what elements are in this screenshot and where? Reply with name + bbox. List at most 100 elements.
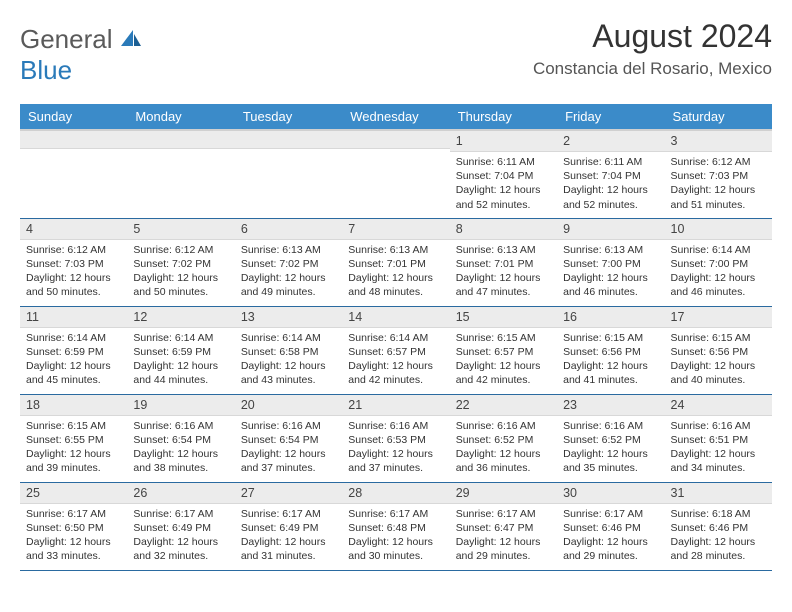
weekday-header: Monday bbox=[127, 104, 234, 130]
day-data: Sunrise: 6:15 AMSunset: 6:56 PMDaylight:… bbox=[665, 328, 772, 393]
day-cell: 28Sunrise: 6:17 AMSunset: 6:48 PMDayligh… bbox=[342, 482, 449, 570]
sunrise-text: Sunrise: 6:15 AM bbox=[563, 331, 658, 345]
day-data: Sunrise: 6:12 AMSunset: 7:03 PMDaylight:… bbox=[665, 152, 772, 217]
daylight-text: Daylight: 12 hours and 50 minutes. bbox=[133, 271, 228, 299]
day-number: 9 bbox=[557, 219, 664, 240]
daylight-text: Daylight: 12 hours and 45 minutes. bbox=[26, 359, 121, 387]
sunrise-text: Sunrise: 6:15 AM bbox=[456, 331, 551, 345]
day-number: 26 bbox=[127, 483, 234, 504]
month-title: August 2024 bbox=[533, 18, 772, 55]
day-data: Sunrise: 6:14 AMSunset: 6:58 PMDaylight:… bbox=[235, 328, 342, 393]
day-cell: 27Sunrise: 6:17 AMSunset: 6:49 PMDayligh… bbox=[235, 482, 342, 570]
sunset-text: Sunset: 6:52 PM bbox=[456, 433, 551, 447]
day-data: Sunrise: 6:14 AMSunset: 6:59 PMDaylight:… bbox=[20, 328, 127, 393]
day-data: Sunrise: 6:17 AMSunset: 6:47 PMDaylight:… bbox=[450, 504, 557, 569]
day-cell: 17Sunrise: 6:15 AMSunset: 6:56 PMDayligh… bbox=[665, 306, 772, 394]
table-row: 25Sunrise: 6:17 AMSunset: 6:50 PMDayligh… bbox=[20, 482, 772, 570]
daylight-text: Daylight: 12 hours and 49 minutes. bbox=[241, 271, 336, 299]
sunset-text: Sunset: 6:54 PM bbox=[241, 433, 336, 447]
sunrise-text: Sunrise: 6:15 AM bbox=[26, 419, 121, 433]
sunrise-text: Sunrise: 6:17 AM bbox=[563, 507, 658, 521]
daylight-text: Daylight: 12 hours and 42 minutes. bbox=[456, 359, 551, 387]
day-data: Sunrise: 6:14 AMSunset: 7:00 PMDaylight:… bbox=[665, 240, 772, 305]
day-number: 1 bbox=[450, 131, 557, 152]
sunset-text: Sunset: 7:01 PM bbox=[348, 257, 443, 271]
day-number: 25 bbox=[20, 483, 127, 504]
sunrise-text: Sunrise: 6:14 AM bbox=[671, 243, 766, 257]
day-data: Sunrise: 6:13 AMSunset: 7:01 PMDaylight:… bbox=[450, 240, 557, 305]
day-cell: 21Sunrise: 6:16 AMSunset: 6:53 PMDayligh… bbox=[342, 394, 449, 482]
day-number: 18 bbox=[20, 395, 127, 416]
sunset-text: Sunset: 6:49 PM bbox=[133, 521, 228, 535]
day-cell: 10Sunrise: 6:14 AMSunset: 7:00 PMDayligh… bbox=[665, 218, 772, 306]
day-cell: 22Sunrise: 6:16 AMSunset: 6:52 PMDayligh… bbox=[450, 394, 557, 482]
day-cell: 3Sunrise: 6:12 AMSunset: 7:03 PMDaylight… bbox=[665, 130, 772, 218]
day-cell: 18Sunrise: 6:15 AMSunset: 6:55 PMDayligh… bbox=[20, 394, 127, 482]
daylight-text: Daylight: 12 hours and 42 minutes. bbox=[348, 359, 443, 387]
sunrise-text: Sunrise: 6:11 AM bbox=[456, 155, 551, 169]
day-number: 2 bbox=[557, 131, 664, 152]
sunrise-text: Sunrise: 6:13 AM bbox=[241, 243, 336, 257]
day-data: Sunrise: 6:13 AMSunset: 7:01 PMDaylight:… bbox=[342, 240, 449, 305]
day-number: 6 bbox=[235, 219, 342, 240]
logo-sail-icon bbox=[119, 24, 143, 55]
day-number: 10 bbox=[665, 219, 772, 240]
sunset-text: Sunset: 6:46 PM bbox=[671, 521, 766, 535]
weekday-header: Tuesday bbox=[235, 104, 342, 130]
sunset-text: Sunset: 6:56 PM bbox=[671, 345, 766, 359]
daylight-text: Daylight: 12 hours and 36 minutes. bbox=[456, 447, 551, 475]
sunrise-text: Sunrise: 6:16 AM bbox=[241, 419, 336, 433]
sunset-text: Sunset: 7:01 PM bbox=[456, 257, 551, 271]
sunset-text: Sunset: 6:53 PM bbox=[348, 433, 443, 447]
day-data: Sunrise: 6:17 AMSunset: 6:50 PMDaylight:… bbox=[20, 504, 127, 569]
daylight-text: Daylight: 12 hours and 52 minutes. bbox=[456, 183, 551, 211]
table-row: 18Sunrise: 6:15 AMSunset: 6:55 PMDayligh… bbox=[20, 394, 772, 482]
day-number bbox=[20, 131, 127, 149]
day-cell: 19Sunrise: 6:16 AMSunset: 6:54 PMDayligh… bbox=[127, 394, 234, 482]
day-number: 3 bbox=[665, 131, 772, 152]
day-data: Sunrise: 6:16 AMSunset: 6:54 PMDaylight:… bbox=[127, 416, 234, 481]
day-cell: 7Sunrise: 6:13 AMSunset: 7:01 PMDaylight… bbox=[342, 218, 449, 306]
weekday-header: Sunday bbox=[20, 104, 127, 130]
day-number: 21 bbox=[342, 395, 449, 416]
sunrise-text: Sunrise: 6:16 AM bbox=[456, 419, 551, 433]
sunrise-text: Sunrise: 6:17 AM bbox=[26, 507, 121, 521]
daylight-text: Daylight: 12 hours and 29 minutes. bbox=[456, 535, 551, 563]
day-data: Sunrise: 6:16 AMSunset: 6:52 PMDaylight:… bbox=[450, 416, 557, 481]
logo: General bbox=[20, 18, 145, 55]
daylight-text: Daylight: 12 hours and 37 minutes. bbox=[348, 447, 443, 475]
day-number: 11 bbox=[20, 307, 127, 328]
daylight-text: Daylight: 12 hours and 48 minutes. bbox=[348, 271, 443, 299]
weekday-header: Saturday bbox=[665, 104, 772, 130]
daylight-text: Daylight: 12 hours and 47 minutes. bbox=[456, 271, 551, 299]
daylight-text: Daylight: 12 hours and 34 minutes. bbox=[671, 447, 766, 475]
day-number: 16 bbox=[557, 307, 664, 328]
day-number: 14 bbox=[342, 307, 449, 328]
daylight-text: Daylight: 12 hours and 32 minutes. bbox=[133, 535, 228, 563]
sunset-text: Sunset: 7:03 PM bbox=[671, 169, 766, 183]
day-data: Sunrise: 6:16 AMSunset: 6:51 PMDaylight:… bbox=[665, 416, 772, 481]
sunrise-text: Sunrise: 6:12 AM bbox=[26, 243, 121, 257]
day-cell: 5Sunrise: 6:12 AMSunset: 7:02 PMDaylight… bbox=[127, 218, 234, 306]
day-number: 13 bbox=[235, 307, 342, 328]
day-number: 15 bbox=[450, 307, 557, 328]
day-data: Sunrise: 6:15 AMSunset: 6:56 PMDaylight:… bbox=[557, 328, 664, 393]
sunrise-text: Sunrise: 6:16 AM bbox=[671, 419, 766, 433]
day-cell bbox=[342, 130, 449, 218]
daylight-text: Daylight: 12 hours and 52 minutes. bbox=[563, 183, 658, 211]
sunrise-text: Sunrise: 6:17 AM bbox=[456, 507, 551, 521]
day-data: Sunrise: 6:17 AMSunset: 6:49 PMDaylight:… bbox=[235, 504, 342, 569]
day-number: 23 bbox=[557, 395, 664, 416]
sunrise-text: Sunrise: 6:11 AM bbox=[563, 155, 658, 169]
sunset-text: Sunset: 6:49 PM bbox=[241, 521, 336, 535]
title-block: August 2024 Constancia del Rosario, Mexi… bbox=[533, 18, 772, 79]
day-data: Sunrise: 6:16 AMSunset: 6:54 PMDaylight:… bbox=[235, 416, 342, 481]
day-data: Sunrise: 6:16 AMSunset: 6:53 PMDaylight:… bbox=[342, 416, 449, 481]
day-data: Sunrise: 6:13 AMSunset: 7:00 PMDaylight:… bbox=[557, 240, 664, 305]
sunset-text: Sunset: 7:04 PM bbox=[456, 169, 551, 183]
day-cell: 16Sunrise: 6:15 AMSunset: 6:56 PMDayligh… bbox=[557, 306, 664, 394]
day-data: Sunrise: 6:18 AMSunset: 6:46 PMDaylight:… bbox=[665, 504, 772, 569]
sunset-text: Sunset: 7:00 PM bbox=[563, 257, 658, 271]
daylight-text: Daylight: 12 hours and 31 minutes. bbox=[241, 535, 336, 563]
day-number: 12 bbox=[127, 307, 234, 328]
